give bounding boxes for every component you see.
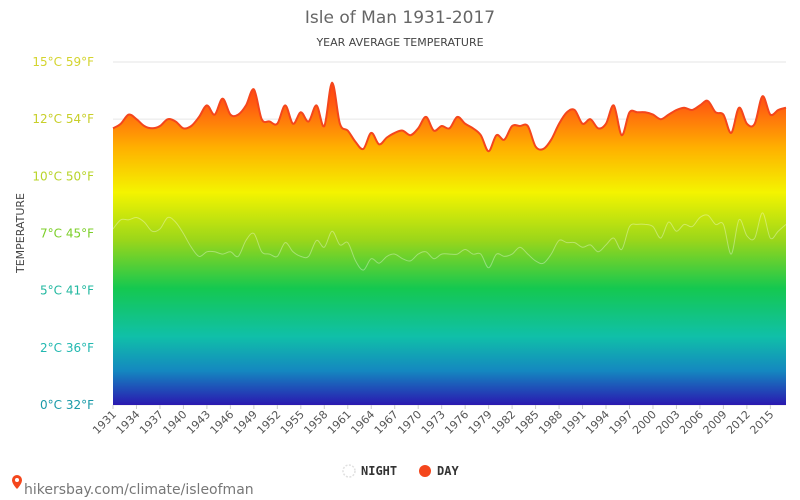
x-tick-label-8: 1955 bbox=[278, 408, 307, 437]
x-tick-label-7: 1952 bbox=[254, 408, 283, 437]
x-tick-label-17: 1982 bbox=[489, 408, 518, 437]
x-tick-label-11: 1964 bbox=[348, 408, 377, 437]
x-tick-label-14: 1973 bbox=[419, 408, 448, 437]
x-tick-label-1: 1934 bbox=[114, 408, 143, 437]
night-legend-label: NIGHT bbox=[361, 464, 397, 478]
chart-subtitle: YEAR AVERAGE TEMPERATURE bbox=[315, 36, 483, 49]
x-tick-label-18: 1985 bbox=[513, 408, 542, 437]
temperature-areas bbox=[112, 81, 787, 406]
y-tick-label-5: 12°C 54°F bbox=[32, 112, 94, 126]
y-tick-label-3: 7°C 45°F bbox=[40, 227, 94, 241]
y-tick-label-4: 10°C 50°F bbox=[32, 169, 94, 183]
x-tick-label-16: 1979 bbox=[466, 408, 495, 437]
x-axis-ticks: 1931193419371940194319461949195219551958… bbox=[90, 405, 776, 437]
x-tick-label-28: 2015 bbox=[747, 408, 776, 437]
day-legend-swatch bbox=[419, 465, 431, 477]
x-tick-label-4: 1943 bbox=[184, 408, 213, 437]
x-tick-label-10: 1961 bbox=[325, 408, 354, 437]
x-tick-label-20: 1991 bbox=[560, 408, 589, 437]
legend: NIGHT DAY bbox=[342, 464, 459, 478]
night-legend-swatch bbox=[342, 464, 356, 478]
y-tick-label-0: 0°C 32°F bbox=[40, 398, 94, 412]
day-legend-label: DAY bbox=[437, 464, 459, 478]
x-tick-label-23: 2000 bbox=[630, 408, 659, 437]
y-axis-ticks: 0°C 32°F 2°C 36°F 5°C 41°F 7°C 45°F 10°C 50°… bbox=[32, 55, 94, 412]
source-text: hikersbay.com/climate/isleofman bbox=[24, 482, 254, 498]
y-tick-label-2: 5°C 41°F bbox=[40, 284, 94, 298]
night-line bbox=[112, 212, 787, 271]
legend-item-day[interactable]: DAY bbox=[419, 464, 459, 478]
day-line bbox=[112, 81, 787, 153]
source-link[interactable]: hikersbay.com/climate/isleofman bbox=[12, 475, 254, 498]
x-tick-label-9: 1958 bbox=[301, 408, 330, 437]
y-tick-label-1: 2°C 36°F bbox=[40, 341, 94, 355]
night-area bbox=[113, 212, 786, 405]
chart-title: Isle of Man 1931-2017 bbox=[305, 8, 495, 28]
y-tick-label-6: 15°C 59°F bbox=[32, 55, 94, 69]
x-tick-label-19: 1988 bbox=[536, 408, 565, 437]
x-tick-label-2: 1937 bbox=[137, 408, 166, 437]
x-tick-label-3: 1940 bbox=[161, 408, 190, 437]
x-tick-label-13: 1970 bbox=[395, 408, 424, 437]
x-tick-label-0: 1931 bbox=[90, 408, 119, 437]
x-tick-label-22: 1997 bbox=[607, 408, 636, 437]
y-axis-label: TEMPERATURE bbox=[14, 193, 27, 274]
x-tick-label-27: 2012 bbox=[724, 408, 753, 437]
x-tick-label-25: 2006 bbox=[677, 408, 706, 437]
x-tick-label-24: 2003 bbox=[654, 408, 683, 437]
x-tick-label-21: 1994 bbox=[583, 408, 612, 437]
x-tick-label-5: 1946 bbox=[208, 408, 237, 437]
x-tick-label-12: 1967 bbox=[372, 408, 401, 437]
x-tick-label-6: 1949 bbox=[231, 408, 260, 437]
x-tick-label-26: 2009 bbox=[701, 408, 730, 437]
map-pin-dot bbox=[15, 478, 19, 482]
legend-item-night[interactable]: NIGHT bbox=[342, 464, 397, 478]
x-tick-label-15: 1976 bbox=[442, 408, 471, 437]
